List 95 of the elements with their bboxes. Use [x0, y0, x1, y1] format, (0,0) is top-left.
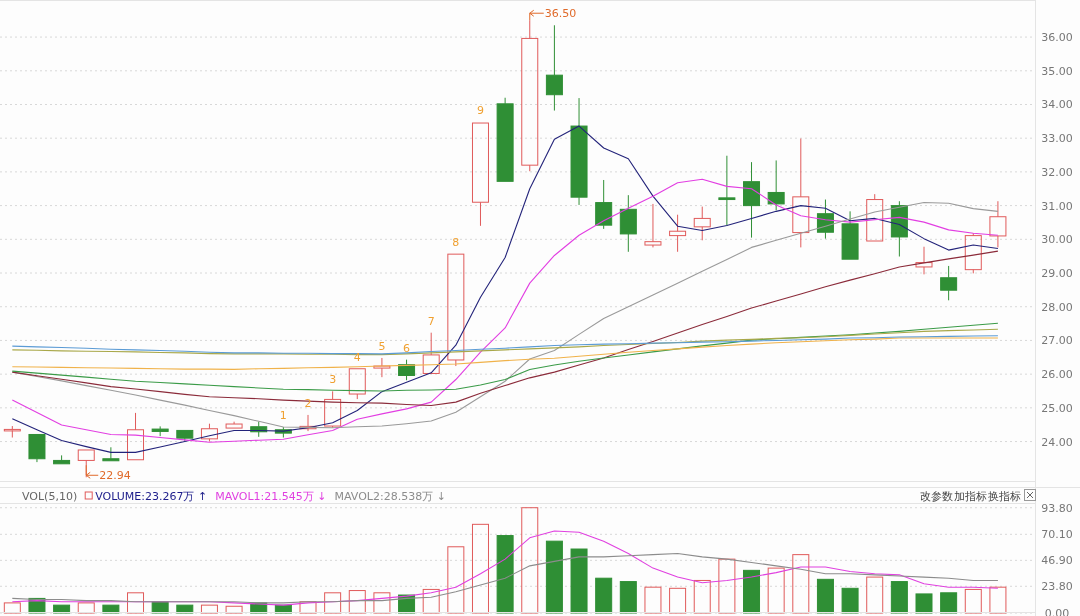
- y-tick-label: 24.00: [1041, 435, 1073, 449]
- candlestick: [545, 24, 563, 112]
- text: 换指标: [987, 490, 1021, 502]
- text: 5: [378, 339, 386, 353]
- bar: [3, 602, 21, 614]
- y-tick-label: 29.00: [1041, 267, 1073, 281]
- bar: [447, 546, 465, 614]
- text: 加指标: [953, 490, 987, 502]
- candlestick: [225, 421, 243, 429]
- bar: [151, 601, 169, 614]
- candlestick: [866, 193, 884, 242]
- bar: [644, 586, 662, 614]
- y-tick-label: 32.00: [1041, 165, 1073, 179]
- y-tick-label: 35.00: [1041, 64, 1073, 78]
- candlestick: [718, 155, 736, 226]
- candlestick: [940, 265, 958, 301]
- text: 1: [279, 409, 287, 423]
- text: 6: [403, 341, 411, 355]
- bar: [841, 587, 859, 614]
- y-tick-label: 93.80: [1041, 501, 1073, 515]
- candlestick: [373, 357, 391, 378]
- bar: [693, 579, 711, 614]
- candlestick: [915, 246, 933, 275]
- bar: [127, 592, 145, 614]
- bar: [53, 604, 71, 614]
- bar: [422, 588, 440, 614]
- y-tick-label: 36.00: [1041, 31, 1073, 45]
- candlestick: [53, 454, 71, 465]
- annotation: 36.50: [544, 7, 577, 21]
- y-tick-label: 27.00: [1041, 334, 1073, 348]
- bar: [890, 581, 908, 614]
- bar: [669, 587, 687, 614]
- bar: [989, 586, 1007, 614]
- bar: [521, 507, 539, 614]
- bar: [595, 577, 613, 614]
- bar: [102, 604, 120, 614]
- candlestick: [102, 446, 120, 462]
- bar: [545, 540, 563, 614]
- bar: [743, 569, 761, 614]
- text: MAVOL2:28.538万 ↓: [334, 490, 446, 503]
- legend-label: VOLUME:23.267万 ↑: [95, 490, 208, 503]
- candlestick: [471, 122, 489, 227]
- text: 9: [476, 104, 484, 118]
- text: 4: [353, 350, 361, 364]
- candlestick: [496, 97, 514, 182]
- y-tick-label: 25.00: [1041, 401, 1073, 415]
- candlestick: [570, 97, 588, 206]
- y-tick-label: 28.00: [1041, 300, 1073, 314]
- candlestick: [28, 433, 46, 463]
- annotation: 22.94: [99, 469, 131, 483]
- y-tick-label: 34.00: [1041, 98, 1073, 112]
- candlestick: [127, 412, 145, 461]
- candlestick: [841, 210, 859, 260]
- y-tick-label: 70.10: [1041, 528, 1073, 542]
- bar: [570, 548, 588, 614]
- y-tick-label: 30.00: [1041, 233, 1073, 247]
- line-series: [11, 552, 999, 604]
- bar: [964, 588, 982, 614]
- bar: [619, 581, 637, 614]
- y-tick-label: 31.00: [1041, 199, 1073, 213]
- bar: [77, 602, 95, 614]
- bar: [200, 604, 218, 614]
- chart-title: VOL(5,10): [22, 490, 78, 503]
- text: 7: [427, 314, 435, 328]
- candlestick: [693, 206, 711, 241]
- bar: [767, 567, 785, 614]
- text: 3: [329, 373, 337, 387]
- bar: [471, 523, 489, 614]
- bar: [718, 558, 736, 614]
- bar: [940, 592, 958, 614]
- y-tick-label: 23.80: [1041, 580, 1073, 594]
- bar: [816, 578, 834, 614]
- text: MAVOL1:21.545万 ↓: [215, 490, 327, 503]
- y-tick-label: 46.90: [1041, 554, 1073, 568]
- bar: [496, 535, 514, 614]
- candlestick: [989, 200, 1007, 248]
- y-tick-label: 33.00: [1041, 132, 1073, 146]
- line-series: [11, 250, 999, 407]
- line-series: [11, 335, 999, 355]
- bar: [792, 554, 810, 614]
- bar: [176, 604, 194, 614]
- bar: [324, 592, 342, 614]
- bar: [915, 593, 933, 614]
- bar: [225, 605, 243, 614]
- bar: [373, 592, 391, 614]
- text: 8: [452, 236, 460, 250]
- y-tick-label: 26.00: [1041, 368, 1073, 382]
- text: 改参数: [919, 490, 953, 502]
- bar: [866, 576, 884, 614]
- candlestick: [644, 203, 662, 248]
- bar: [348, 590, 366, 614]
- candlestick: [422, 332, 440, 374]
- candlestick: [299, 414, 317, 432]
- candlestick: [743, 161, 761, 239]
- line-series: [11, 125, 999, 453]
